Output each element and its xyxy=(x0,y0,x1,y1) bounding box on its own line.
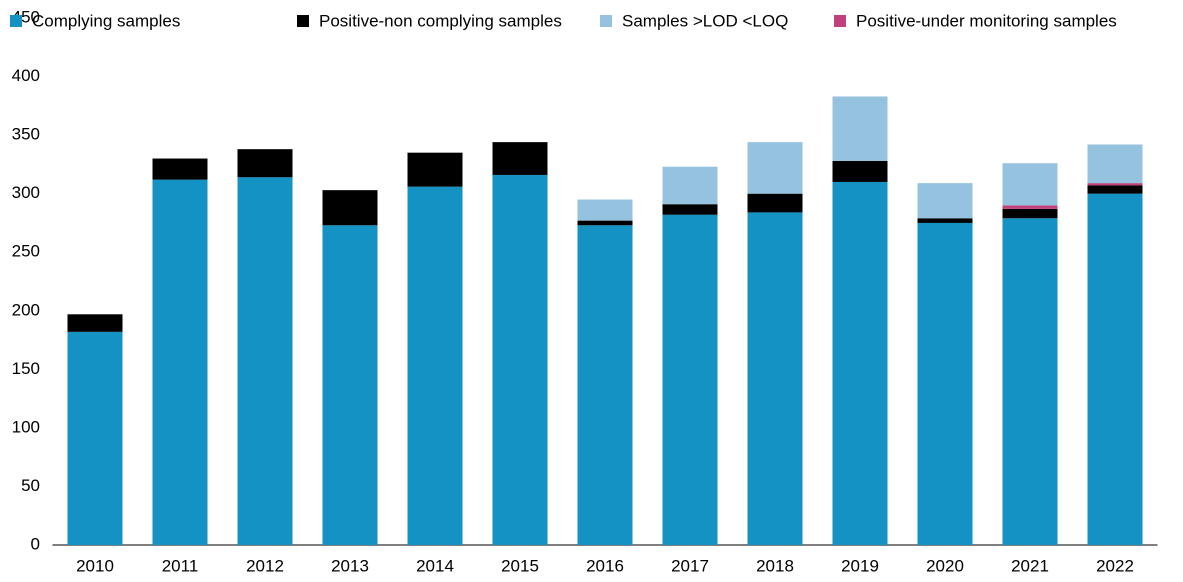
bar-segment xyxy=(1002,208,1058,219)
x-tick-label: 2016 xyxy=(586,556,624,575)
bar-segment xyxy=(832,96,888,161)
bar-segment xyxy=(917,183,973,219)
x-tick-label: 2010 xyxy=(76,556,114,575)
bar-segment xyxy=(407,186,463,545)
bar-segment xyxy=(322,225,378,545)
x-tick-label: 2014 xyxy=(416,556,454,575)
legend-swatch xyxy=(834,15,846,27)
bar-segment xyxy=(662,204,718,215)
bar-segment xyxy=(67,314,123,332)
bar-segment xyxy=(1002,218,1058,545)
bar-segment xyxy=(747,142,803,194)
bar-segment xyxy=(662,214,718,545)
x-tick-label: 2011 xyxy=(162,556,199,575)
bar-segment xyxy=(1087,185,1143,194)
bar-segment xyxy=(917,222,973,545)
x-tick-label: 2022 xyxy=(1096,556,1134,575)
legend-label: Positive-non complying samples xyxy=(319,11,562,30)
x-tick-label: 2021 xyxy=(1011,556,1049,575)
x-tick-label: 2015 xyxy=(501,556,539,575)
bar-segment xyxy=(492,142,548,175)
bar-segment xyxy=(1002,163,1058,206)
y-tick-label: 350 xyxy=(12,125,40,144)
y-tick-label: 0 xyxy=(31,534,40,553)
y-tick-label: 400 xyxy=(12,66,40,85)
legend-swatch xyxy=(600,15,612,27)
y-tick-label: 200 xyxy=(12,300,40,319)
x-tick-label: 2018 xyxy=(756,556,794,575)
bar-segment xyxy=(1002,205,1058,209)
bar-segment xyxy=(577,225,633,545)
legend-label: Samples >LOD <LOQ xyxy=(622,11,788,30)
y-tick-label: 50 xyxy=(21,476,40,495)
bar-segment xyxy=(322,190,378,226)
x-tick-label: 2012 xyxy=(246,556,284,575)
bar-segment xyxy=(152,158,208,180)
bar-segment xyxy=(237,149,293,178)
bar-segment xyxy=(747,212,803,545)
bar-segment xyxy=(67,331,123,545)
bar-segment xyxy=(577,220,633,226)
legend-label: Positive-under monitoring samples xyxy=(856,11,1117,30)
x-tick-label: 2019 xyxy=(841,556,879,575)
bar-segment xyxy=(492,174,548,545)
bar-segment xyxy=(832,181,888,545)
bar-segment xyxy=(832,160,888,182)
bar-segment xyxy=(237,177,293,545)
bar-segment xyxy=(917,218,973,223)
bar-segment xyxy=(747,193,803,213)
y-tick-label: 300 xyxy=(12,183,40,202)
legend-label: Complying samples xyxy=(32,11,180,30)
x-tick-label: 2020 xyxy=(926,556,964,575)
bar-segment xyxy=(152,179,208,545)
y-tick-label: 150 xyxy=(12,359,40,378)
bar-segment xyxy=(1087,144,1143,184)
y-tick-label: 100 xyxy=(12,417,40,436)
x-tick-label: 2013 xyxy=(331,556,369,575)
legend-swatch xyxy=(297,15,309,27)
x-tick-label: 2017 xyxy=(671,556,709,575)
bar-segment xyxy=(407,152,463,187)
bar-segment xyxy=(577,199,633,221)
y-tick-label: 250 xyxy=(12,242,40,261)
bar-segment xyxy=(662,166,718,205)
bar-segment xyxy=(1087,193,1143,545)
bar-segment xyxy=(1087,183,1143,186)
legend-swatch xyxy=(10,15,22,27)
